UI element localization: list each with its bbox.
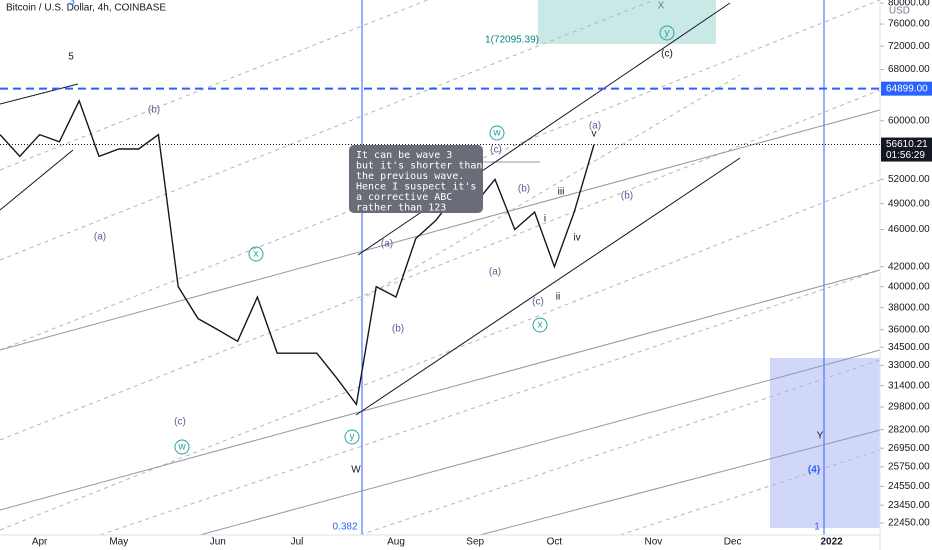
y-tick-label: 29800.00 — [888, 402, 930, 413]
wave-circle — [532, 317, 548, 333]
y-tick-label: 80000.00 — [888, 0, 930, 9]
wave-label: (c) — [532, 297, 544, 308]
wave-label: 1(72095.39) — [485, 35, 539, 46]
x-tick-label: Dec — [724, 537, 742, 548]
trend-lines — [0, 109, 881, 536]
note-line: but it's shorter than — [356, 161, 482, 172]
price-badge-label: 56610.21 — [886, 139, 928, 150]
y-tick-label: 23450.00 — [888, 500, 930, 511]
countdown: 01:56:29 — [886, 150, 925, 161]
wave-label: Y — [817, 431, 824, 442]
wave-label: y — [665, 28, 670, 39]
price-line-series — [0, 98, 595, 407]
wave-label: (b) — [392, 324, 404, 335]
y-tick-label: 34500.00 — [888, 342, 930, 353]
wave-label: (a) — [589, 121, 601, 132]
wave-label: w — [177, 442, 186, 453]
y-tick-label: 26950.00 — [888, 443, 930, 454]
wave-label: (b) — [518, 184, 530, 195]
wave-label: iv — [573, 233, 580, 244]
y-tick-label: 38000.00 — [888, 302, 930, 313]
note-line: Hence I suspect it's — [356, 182, 476, 193]
wave-label: (4) — [808, 465, 820, 476]
y-tick-label: 33000.00 — [888, 360, 930, 371]
wave-circle — [248, 246, 264, 262]
wave-label: X — [658, 1, 665, 12]
x-tick-label: Aug — [387, 537, 405, 548]
y-tick-label: 72000.00 — [888, 41, 930, 52]
x-tick-label: May — [109, 537, 128, 548]
note-line: rather than 123 — [356, 203, 446, 214]
note-line: a corrective ABC — [356, 192, 452, 203]
x-tick-label: Jun — [210, 537, 226, 548]
wave-label: (c) — [661, 49, 673, 60]
currency: USD — [889, 6, 910, 17]
y-tick-label: 60000.00 — [888, 115, 930, 126]
wave4-zone — [770, 358, 880, 528]
x-tick-label: Nov — [645, 537, 663, 548]
wave-label: x — [254, 249, 259, 260]
wave-label: (b) — [148, 105, 160, 116]
x-tick-label: Oct — [547, 537, 563, 548]
y-tick-label: 52000.00 — [888, 174, 930, 185]
y-tick-label: 40000.00 — [888, 281, 930, 292]
y-tick-label: 28200.00 — [888, 424, 930, 435]
wave-label: v — [592, 129, 597, 140]
y-tick-label: 25750.00 — [888, 462, 930, 473]
y-tick-label: 46000.00 — [888, 224, 930, 235]
wave-label: (c) — [490, 145, 502, 156]
y-tick-label: 76000.00 — [888, 19, 930, 30]
wave-label: (a) — [94, 232, 106, 243]
x-tick-label: Jul — [291, 537, 304, 548]
x-tick-label: 2022 — [820, 537, 843, 548]
wave-circle — [174, 439, 190, 455]
wave-label: (a) — [489, 267, 501, 278]
price-badge — [881, 81, 932, 96]
wave-label: (b) — [621, 191, 633, 202]
wave-label: 3 — [69, 0, 75, 8]
y-tick-label: 24550.00 — [888, 481, 930, 492]
y-tick-label: 22450.00 — [888, 518, 930, 529]
wave-label: y — [350, 432, 355, 443]
x-tick-label: Sep — [466, 537, 484, 548]
note-line: the previous wave. — [356, 171, 464, 182]
wave-label: i — [544, 214, 546, 225]
y-tick-label: 49000.00 — [888, 198, 930, 209]
wave-label: 0.382 — [332, 522, 357, 533]
wave-label: w — [492, 128, 501, 139]
note-line: It can be wave 3 — [356, 150, 452, 161]
wave-label: W — [351, 465, 361, 476]
note-box — [349, 145, 483, 213]
wave-label: 5 — [68, 52, 74, 63]
symbol-title: Bitcoin / U.S. Dollar, 4h, COINBASE — [6, 3, 166, 14]
y-tick-label: 36000.00 — [888, 324, 930, 335]
wave-circle — [659, 25, 675, 41]
wave-label: 1 — [814, 522, 820, 533]
price-badge-label: 64899.00 — [886, 83, 928, 94]
price-badge — [881, 137, 932, 162]
y-tick-label: 31400.00 — [888, 380, 930, 391]
y-tick-label: 42000.00 — [888, 261, 930, 272]
y-tick-label: 68000.00 — [888, 64, 930, 75]
wave-label: (a) — [381, 239, 393, 250]
wave-label: (c) — [174, 417, 186, 428]
target-zone — [538, 0, 716, 44]
wave-circle — [489, 125, 505, 141]
wave-label: ii — [556, 292, 560, 303]
x-tick-label: Apr — [32, 537, 48, 548]
wave-label: x — [538, 320, 543, 331]
wave-label: iii — [558, 187, 565, 198]
wave-circle — [344, 429, 360, 445]
fan-lines — [0, 0, 881, 536]
